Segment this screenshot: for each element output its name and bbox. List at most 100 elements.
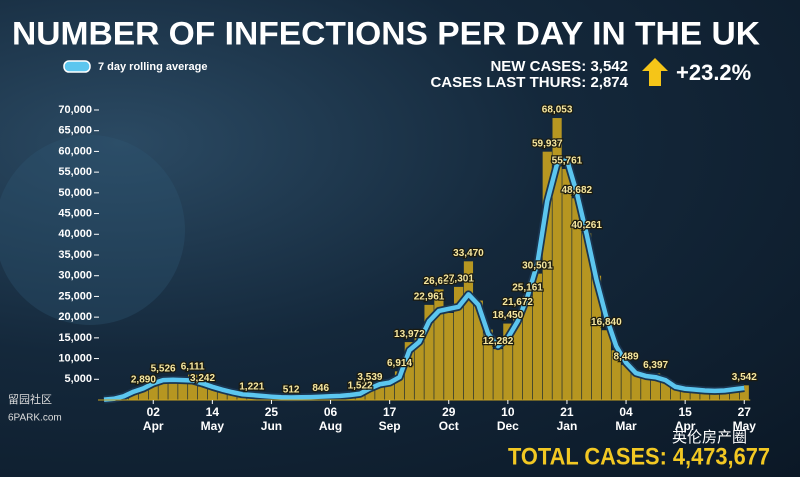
x-tick-label: 17 Sep — [378, 405, 401, 433]
bar — [148, 381, 158, 400]
watermark: 留园社区 — [8, 392, 52, 406]
y-tick-label: 50,000 — [58, 187, 92, 199]
bar — [532, 273, 542, 400]
bar — [463, 261, 474, 400]
data-label: 30,501 — [522, 260, 553, 271]
bar — [414, 337, 424, 400]
x-tick-label: 29 Oct — [438, 405, 459, 433]
y-tick-label: 20,000 — [58, 311, 92, 323]
data-label: 512 — [283, 385, 300, 396]
bar — [394, 371, 405, 400]
bar — [454, 286, 464, 400]
change-percent: +23.2% — [676, 60, 751, 85]
y-tick-label: 35,000 — [58, 249, 92, 261]
data-label: 59,937 — [532, 138, 563, 149]
x-tick-label: 02 Apr — [142, 405, 164, 433]
data-label: 18,450 — [493, 310, 524, 321]
bar — [552, 118, 562, 400]
bar — [424, 304, 434, 400]
bar — [660, 381, 671, 400]
y-tick-label: 30,000 — [58, 270, 92, 282]
x-tick-label: 27 May — [732, 405, 756, 433]
data-label: 16,840 — [591, 317, 622, 328]
y-tick-label: 55,000 — [58, 166, 92, 178]
cases-last-thurs: CASES LAST THURS: 2,874 — [430, 74, 628, 91]
data-label: 3,539 — [357, 372, 382, 383]
data-label: 8,489 — [614, 351, 639, 362]
data-label: 2,890 — [131, 375, 156, 386]
bar — [651, 373, 661, 400]
bar — [641, 377, 651, 400]
watermark: 英伦房产圈 — [672, 428, 747, 446]
x-tick-label: 15 Apr — [674, 405, 696, 433]
plot — [99, 118, 749, 404]
y-tick-label: 60,000 — [58, 145, 92, 157]
bar — [601, 330, 611, 400]
bar — [434, 289, 444, 400]
x-tick-label: 21 Jan — [556, 405, 578, 433]
data-label: 6,111 — [181, 361, 205, 372]
bar — [207, 387, 217, 400]
bar — [522, 295, 533, 400]
bar — [385, 381, 395, 400]
data-label: 3,242 — [190, 373, 215, 384]
x-tick-label: 10 Dec — [496, 405, 519, 433]
data-label: 846 — [312, 383, 329, 394]
y-tick-label: 70,000 — [58, 104, 92, 116]
bar — [375, 383, 385, 400]
line — [103, 157, 745, 402]
data-label: 27,301 — [443, 274, 474, 285]
data-label: 40,261 — [571, 220, 602, 231]
x-tick-label: 14 May — [200, 405, 225, 433]
y-tick-label: 25,000 — [58, 290, 92, 302]
bar — [217, 391, 227, 400]
data-label: 33,470 — [453, 248, 484, 259]
legend-label: 7 day rolling average — [98, 61, 207, 73]
bar — [197, 386, 208, 400]
data-label: 26,688 — [424, 276, 455, 287]
x-tick-label: 25 Jun — [260, 405, 283, 433]
data-label: 6,914 — [387, 358, 412, 369]
data-label: 68,053 — [542, 105, 573, 116]
data-label: 21,672 — [502, 297, 533, 308]
data-label: 5,526 — [151, 364, 176, 375]
bar — [631, 373, 641, 400]
bar — [493, 349, 503, 400]
bar — [178, 380, 188, 400]
bar — [680, 389, 690, 400]
y-tick-label: 40,000 — [58, 228, 92, 240]
data-label: 25,161 — [512, 282, 543, 293]
y-tick-label: 65,000 — [58, 125, 92, 137]
x-tick-label: 04 Mar — [615, 405, 637, 433]
y-tick-label: 15,000 — [58, 332, 92, 344]
total-cases: TOTAL CASES: 4,473,677 — [508, 443, 770, 470]
data-label: 55,761 — [552, 156, 583, 167]
data-label: 48,682 — [562, 185, 593, 196]
bar — [188, 374, 198, 400]
bar — [739, 385, 749, 400]
data-label: 22,961 — [414, 292, 445, 303]
y-tick-label: 45,000 — [58, 207, 92, 219]
bar — [710, 391, 720, 400]
bar — [582, 233, 592, 400]
legend-swatch — [63, 60, 91, 73]
bar — [503, 323, 513, 400]
bar — [690, 390, 700, 400]
bar — [483, 329, 493, 400]
watermark: 6PARK.com — [8, 413, 62, 424]
bar — [444, 312, 454, 400]
bar — [719, 390, 730, 400]
data-label: 1,221 — [239, 382, 264, 393]
new-cases: NEW CASES: 3,542 — [490, 58, 628, 75]
data-label: 13,972 — [394, 329, 425, 340]
bar — [542, 151, 552, 400]
y-tick-label: 5,000 — [64, 373, 92, 385]
up-arrow — [642, 58, 668, 86]
bar — [621, 364, 631, 400]
bar — [572, 198, 582, 400]
data-label: 1,522 — [348, 380, 373, 391]
y-tick-label: 10,000 — [58, 352, 92, 364]
data-label: 6,397 — [643, 360, 668, 371]
bar — [138, 388, 148, 400]
